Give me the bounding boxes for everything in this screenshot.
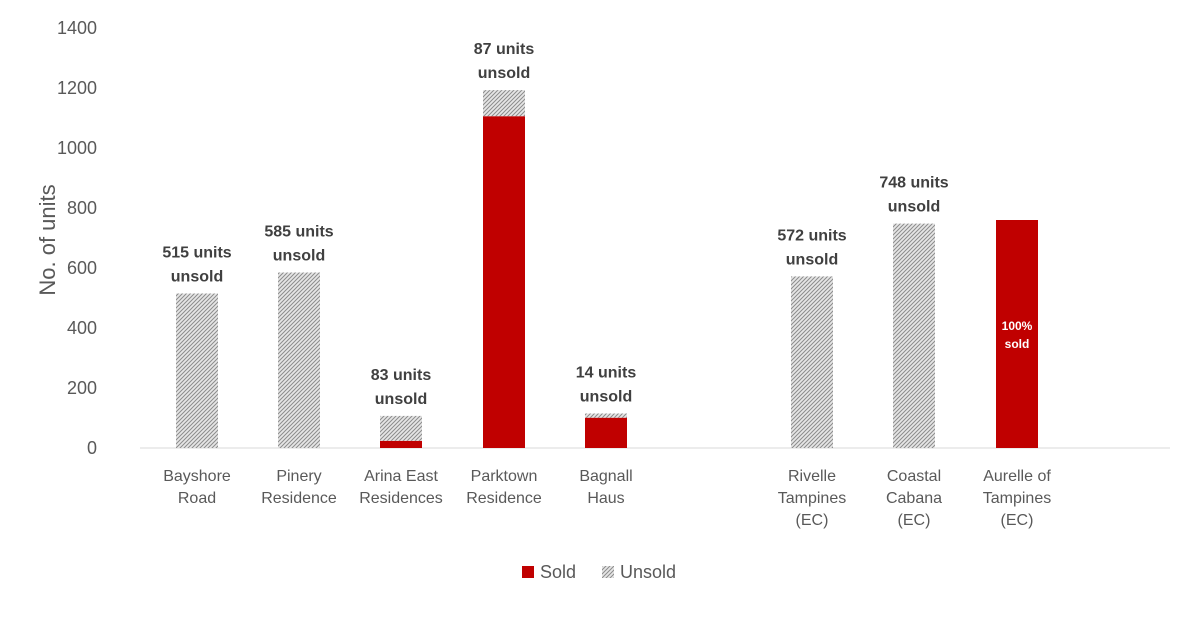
legend-swatch-sold [522,566,534,578]
data-label-line: unsold [375,391,427,408]
y-axis-title: No. of units [35,184,60,295]
bar-unsold [893,223,935,448]
y-tick-label: 1000 [57,138,97,158]
y-tick-label: 200 [67,378,97,398]
data-label-line: unsold [580,389,632,406]
data-label-line: unsold [171,269,223,286]
x-category-label-line: Road [178,490,216,507]
bar-sold [585,417,627,448]
data-label-line: unsold [786,251,838,268]
y-tick-label: 400 [67,318,97,338]
x-category-label: Aurelle of Tampines (EC) [983,468,1052,529]
data-label: 585 units unsold [264,224,333,265]
x-category-label-line: Coastal [887,468,941,485]
legend-swatch-unsold [602,566,614,578]
data-label-line: 100% [1002,319,1033,333]
labels-layer: Bayshore Road 515 units unsold Pinery Residen… [162,41,1051,529]
data-label-line: 14 units [576,365,637,382]
data-label-line: 748 units [879,175,948,192]
data-label-line: 515 units [162,245,231,262]
y-tick-label: 0 [87,438,97,458]
bar-sold [483,116,525,448]
bar-unsold [791,276,833,448]
y-tick-label: 800 [67,198,97,218]
x-category-label-line: Parktown [471,468,538,485]
x-category-label-line: (EC) [1001,512,1034,529]
x-category-label-line: Residence [466,490,542,507]
x-category-label: Parktown Residence [466,468,542,507]
x-category-label-line: Tampines [778,490,846,507]
bar-unsold [176,293,218,448]
y-tick-label: 600 [67,258,97,278]
x-category-label: Arina East Residences [359,468,443,507]
x-category-label-line: (EC) [898,512,931,529]
data-label-line: 572 units [777,227,846,244]
x-category-label-line: Haus [587,490,624,507]
x-category-label-line: (EC) [796,512,829,529]
data-label-line: unsold [273,248,325,265]
x-category-label: Bayshore Road [163,468,231,507]
bar-sold [996,220,1038,448]
data-label: 83 units unsold [371,367,432,408]
y-tick-label: 1200 [57,78,97,98]
axes-layer: 0 200 400 600 800 1000 1200 1400 No. of units [35,18,1170,458]
x-category-label-line: Cabana [886,490,942,507]
data-label-line: 585 units [264,224,333,241]
x-category-label-line: Arina East [364,468,438,485]
legend: Sold Unsold [522,562,676,582]
data-label-line: sold [1005,337,1030,351]
data-label-inside: 100% sold [1002,319,1033,351]
x-category-label-line: Rivelle [788,468,836,485]
legend-label-unsold: Unsold [620,562,676,582]
bar-sold [380,440,422,448]
bar-unsold [278,272,320,448]
y-tick-label: 1400 [57,18,97,38]
x-category-label-line: Residences [359,490,443,507]
x-category-label: Coastal Cabana (EC) [886,468,942,529]
legend-label-sold: Sold [540,562,576,582]
x-category-label-line: Residence [261,490,337,507]
data-label: 515 units unsold [162,245,231,286]
bar-unsold [585,413,627,418]
data-label-line: 87 units [474,41,535,58]
x-category-label-line: Bayshore [163,468,231,485]
x-category-label: Bagnall Haus [579,468,632,507]
x-category-label-line: Aurelle of [983,468,1051,485]
data-label-line: unsold [478,65,530,82]
data-label: 748 units unsold [879,175,948,216]
bar-unsold [380,415,422,441]
x-category-label-line: Pinery [276,468,321,485]
data-label: 14 units unsold [576,365,637,406]
data-label-line: 83 units [371,367,432,384]
x-category-label: Rivelle Tampines (EC) [778,468,846,529]
data-label: 572 units unsold [777,227,846,268]
x-category-label: Pinery Residence [261,468,337,507]
data-label-line: unsold [888,199,940,216]
bars-layer [176,90,1038,448]
x-category-label-line: Bagnall [579,468,632,485]
bar-unsold [483,90,525,117]
x-category-label-line: Tampines [983,490,1051,507]
data-label: 87 units unsold [474,41,535,82]
